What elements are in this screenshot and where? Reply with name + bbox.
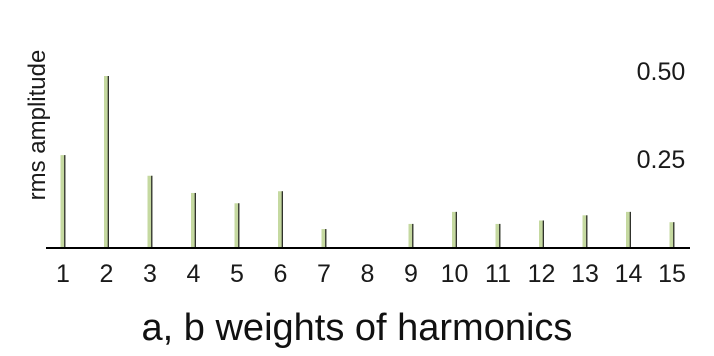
x-tick-label-5: 5 [230,260,244,288]
bar-5 [234,203,240,248]
x-tick-label-1: 1 [56,260,70,288]
bar-6 [278,191,283,248]
bar-12 [539,220,544,248]
bar-14 [626,211,631,248]
x-tick-label-2: 2 [100,260,114,288]
x-tick-label-3: 3 [143,260,157,288]
bar-3 [147,175,153,248]
bar-4 [191,192,196,248]
x-tick-labels: 1 2 3 4 5 6 7 8 9 10 11 12 13 14 15 [56,260,686,288]
bar-15 [669,222,675,248]
bar-2 [104,76,109,248]
x-tick-label-14: 14 [615,260,643,288]
x-tick-label-6: 6 [274,260,288,288]
x-tick-label-12: 12 [528,260,556,288]
x-tick-label-7: 7 [317,260,331,288]
y-tick-labels: 0.50 0.25 [637,58,686,174]
x-tick-label-9: 9 [404,260,418,288]
x-tick-label-11: 11 [485,260,511,288]
bar-10 [452,211,457,248]
bar-9 [408,223,414,248]
bar-11 [495,223,501,248]
x-tick-label-15: 15 [658,260,686,288]
bars-layer [60,76,675,248]
x-tick-label-10: 10 [441,260,469,288]
bar-13 [582,215,588,248]
x-tick-label-8: 8 [361,260,375,288]
chart-title: a, b weights of harmonics [142,307,573,349]
bar-7 [321,229,327,248]
bar-1 [60,155,66,248]
x-tick-label-4: 4 [187,260,201,288]
y-tick-label: 0.50 [637,58,686,86]
y-tick-label: 0.25 [637,146,686,174]
y-axis-label: rms amplitude [24,50,51,201]
x-tick-label-13: 13 [571,260,599,288]
